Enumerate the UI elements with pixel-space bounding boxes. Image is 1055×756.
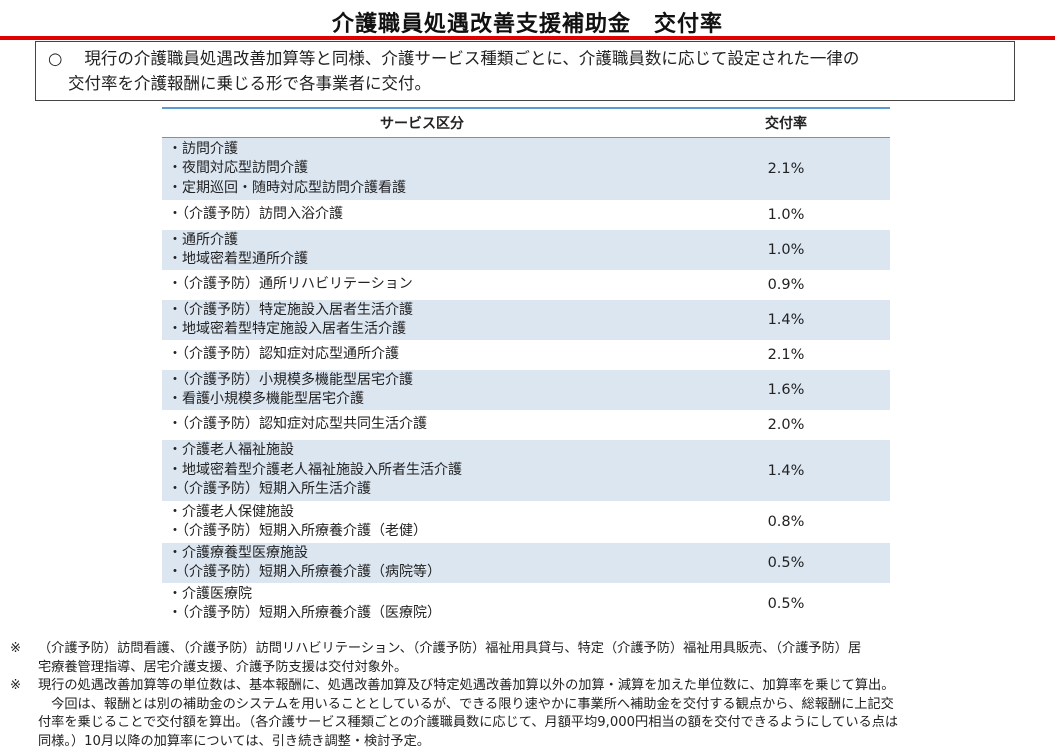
rate-cell: 1.6% bbox=[767, 382, 805, 398]
title-underline bbox=[0, 36, 1055, 40]
table-body: ・訪問介護 ・夜間対応型訪問介護 ・定期巡回・随時対応型訪問介護看護 2.1% ・（介護… bbox=[162, 138, 890, 625]
table-row: ・介護医療院・（介護予防）短期入所療養介護（医療院） 0.5% bbox=[162, 584, 890, 625]
rate-cell: 0.5% bbox=[767, 596, 805, 612]
page-title: 介護職員処遇改善支援補助金 交付率 bbox=[331, 12, 723, 37]
service-name: ・（介護予防）短期入所生活介護 bbox=[168, 481, 371, 498]
service-name: ・介護老人福祉施設 bbox=[168, 442, 294, 459]
service-name: ・地域密着型特定施設入居者生活介護 bbox=[168, 321, 406, 337]
service-name: ・定期巡回・随時対応型訪問介護看護 bbox=[168, 179, 406, 196]
service-name: ・地域密着型通所介護 bbox=[168, 251, 308, 267]
table-row: ・通所介護・地域密着型通所介護 1.0% bbox=[162, 230, 890, 271]
service-name: ・（介護予防）短期入所療養介護（老健） bbox=[168, 523, 427, 539]
service-name: ・通所介護 bbox=[168, 231, 238, 248]
rate-cell: 2.1% bbox=[767, 161, 805, 177]
rate-cell: 1.0% bbox=[767, 207, 805, 223]
rate-cell: 1.0% bbox=[767, 242, 805, 258]
footnote-mark: ※ bbox=[10, 641, 22, 656]
header-service-category: サービス区分 bbox=[380, 116, 464, 132]
subsidy-rate-table: サービス区分 交付率 ・訪問介護・夜間対応型訪問介護・定期巡回・随時対応型訪問介… bbox=[162, 107, 890, 625]
table-row: ・介護老人福祉施設・地域密着型介護老人福祉施設入所者生活介護 ・（介護予防）短期入… bbox=[162, 440, 890, 502]
rate-cell: 0.5% bbox=[767, 555, 805, 571]
service-cell: ・介護医療院・（介護予防）短期入所療養介護（医療院） bbox=[162, 584, 682, 625]
footnote-line: （介護予防）訪問看護、（介護予防）訪問リハビリテーション、（介護予防）福祉用具貸… bbox=[38, 641, 862, 656]
table-row: ・（介護予防）認知症対応型共同生活介護 2.0% bbox=[162, 411, 890, 440]
service-name: ・介護老人保健施設 bbox=[168, 503, 294, 520]
service-name: ・夜間対応型訪問介護 bbox=[168, 160, 308, 177]
service-name: ・（介護予防）短期入所療養介護（病院等） bbox=[168, 564, 441, 580]
table-row: ・（介護予防）小規模多機能型居宅介護 ・看護小規模多機能型居宅介護 1.6% bbox=[162, 370, 890, 411]
service-name: ・訪問介護 bbox=[168, 140, 238, 157]
footnotes: ※ （介護予防）訪問看護、（介護予防）訪問リハビリテーション、（介護予防）福祉用具… bbox=[10, 640, 1050, 751]
service-name: ・（介護予防）認知症対応型通所介護 bbox=[168, 346, 399, 363]
service-name: ・地域密着型介護老人福祉施設入所者生活介護 bbox=[168, 461, 462, 478]
service-cell: ・（介護予防）訪問入浴介護 bbox=[162, 204, 682, 226]
service-cell: ・介護療養型医療施設・（介護予防）短期入所療養介護（病院等） bbox=[162, 543, 682, 584]
table-row: ・訪問介護・夜間対応型訪問介護・定期巡回・随時対応型訪問介護看護 2.1% bbox=[162, 138, 890, 201]
footnote-text: （介護予防）訪問看護、（介護予防）訪問リハビリテーション、（介護予防）福祉用具貸… bbox=[38, 640, 1050, 677]
service-name: ・介護療養型医療施設 bbox=[168, 544, 308, 561]
footnote-mark: ※ bbox=[10, 678, 22, 693]
footnote-line: 付率を乗じることで交付額を算出。（各介護サービス種類ごとの介護職員数に応じて、月… bbox=[38, 715, 899, 730]
service-name: ・看護小規模多機能型居宅介護 bbox=[168, 391, 364, 407]
table-row: ・介護療養型医療施設・（介護予防）短期入所療養介護（病院等） 0.5% bbox=[162, 543, 890, 584]
service-name: ・（介護予防）通所リハビリテーション bbox=[168, 276, 413, 293]
service-name: ・（介護予防）訪問入浴介護 bbox=[168, 206, 343, 223]
service-cell: ・介護老人保健施設・（介護予防）短期入所療養介護（老健） bbox=[162, 502, 682, 543]
rate-cell: 1.4% bbox=[767, 462, 805, 479]
summary-line-2: 交付率を介護報酬に乗じる形で各事業者に交付。 bbox=[68, 74, 431, 93]
header-rate: 交付率 bbox=[765, 116, 807, 132]
rate-cell: 2.1% bbox=[767, 347, 805, 363]
rate-cell: 0.9% bbox=[767, 277, 805, 293]
footnote-line: 宅療養管理指導、居宅介護支援、介護予防支援は交付対象外。 bbox=[38, 659, 408, 675]
service-cell: ・（介護予防）小規模多機能型居宅介護 ・看護小規模多機能型居宅介護 bbox=[162, 370, 682, 411]
footnote: ※ 現行の処遇改善加算等の単位数は、基本報酬に、処遇改善加算及び特定処遇改善加算以… bbox=[10, 677, 1050, 751]
service-name: ・（介護予防）短期入所療養介護（医療院） bbox=[168, 605, 441, 621]
service-cell: ・（介護予防）認知症対応型通所介護 bbox=[162, 344, 682, 366]
table-row: ・（介護予防）訪問入浴介護 1.0% bbox=[162, 201, 890, 230]
footnote-line: 現行の処遇改善加算等の単位数は、基本報酬に、処遇改善加算及び特定処遇改善加算以外… bbox=[38, 678, 895, 693]
table-row: ・（介護予防）通所リハビリテーション 0.9% bbox=[162, 271, 890, 300]
rate-cell: 2.0% bbox=[767, 417, 805, 433]
footnote-line: 今回は、報酬とは別の補助金のシステムを用いることとしているが、できる限り速やかに… bbox=[38, 696, 894, 712]
rate-cell: 1.4% bbox=[767, 312, 805, 328]
summary-box: ○ 現行の介護職員処遇改善加算等と同様、介護サービス種類ごとに、介護職員数に応じて… bbox=[35, 41, 1015, 101]
summary-line-1: 現行の介護職員処遇改善加算等と同様、介護サービス種類ごとに、介護職員数に応じて設… bbox=[84, 49, 860, 68]
rate-cell: 0.8% bbox=[767, 514, 805, 530]
footnote-line: 同様。）10月以降の加算率については、引き続き調整・検討予定。 bbox=[38, 733, 430, 749]
service-name: ・（介護予防）認知症対応型共同生活介護 bbox=[168, 416, 427, 433]
service-cell: ・（介護予防）特定施設入居者生活介護 ・地域密着型特定施設入居者生活介護 bbox=[162, 300, 682, 341]
footnote: ※ （介護予防）訪問看護、（介護予防）訪問リハビリテーション、（介護予防）福祉用具… bbox=[10, 640, 1050, 677]
summary-bullet: ○ bbox=[48, 49, 63, 68]
service-name: ・（介護予防）小規模多機能型居宅介護 bbox=[168, 371, 413, 388]
service-cell: ・介護老人福祉施設・地域密着型介護老人福祉施設入所者生活介護 ・（介護予防）短期入… bbox=[162, 440, 682, 501]
service-cell: ・訪問介護・夜間対応型訪問介護・定期巡回・随時対応型訪問介護看護 bbox=[162, 139, 682, 200]
table-row: ・（介護予防）認知症対応型通所介護 2.1% bbox=[162, 341, 890, 370]
service-name: ・（介護予防）特定施設入居者生活介護 bbox=[168, 301, 413, 318]
table-row: ・（介護予防）特定施設入居者生活介護 ・地域密着型特定施設入居者生活介護 1.4% bbox=[162, 300, 890, 341]
service-cell: ・通所介護・地域密着型通所介護 bbox=[162, 230, 682, 271]
service-cell: ・（介護予防）通所リハビリテーション bbox=[162, 274, 682, 296]
table-header: サービス区分 交付率 bbox=[162, 107, 890, 138]
footnote-text: 現行の処遇改善加算等の単位数は、基本報酬に、処遇改善加算及び特定処遇改善加算以外… bbox=[38, 677, 1050, 751]
table-row: ・介護老人保健施設・（介護予防）短期入所療養介護（老健） 0.8% bbox=[162, 502, 890, 543]
service-name: ・介護医療院 bbox=[168, 585, 252, 602]
service-cell: ・（介護予防）認知症対応型共同生活介護 bbox=[162, 414, 682, 436]
